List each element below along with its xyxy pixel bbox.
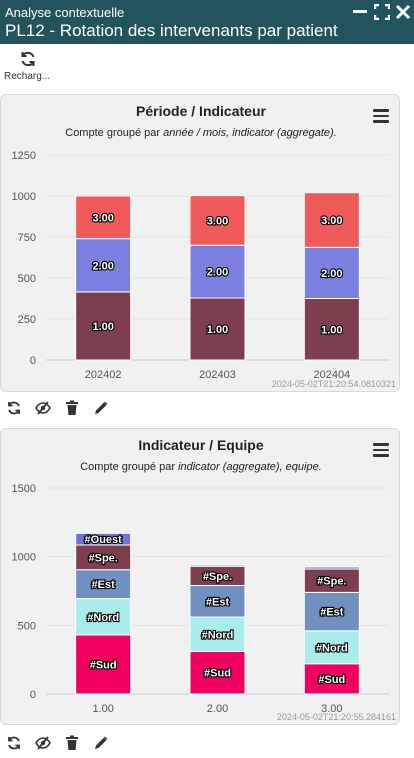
data-label: 2.00 — [207, 267, 228, 279]
data-label: #Sud — [318, 674, 345, 686]
y-tick-label: 1250 — [12, 150, 36, 162]
bar-segment[interactable] — [303, 298, 360, 361]
data-label: #Sud — [204, 668, 231, 680]
bar-segment[interactable] — [303, 246, 360, 299]
reload-icon — [21, 51, 35, 67]
data-label: #Spe. — [203, 571, 232, 583]
bar-segment[interactable] — [75, 598, 132, 636]
close-icon[interactable] — [395, 4, 411, 20]
bar-segment[interactable] — [303, 591, 360, 632]
bar-segment[interactable] — [303, 663, 360, 695]
bar-segment[interactable] — [75, 634, 132, 695]
bar-segment[interactable] — [189, 564, 246, 567]
data-label: 3.00 — [321, 215, 342, 227]
bar-segment[interactable] — [189, 244, 246, 299]
x-tick-label: 3.00 — [321, 703, 342, 715]
bar-segment[interactable] — [75, 532, 132, 546]
y-tick-label: 0 — [30, 355, 36, 367]
bar-segment[interactable] — [75, 544, 132, 571]
y-tick-label: 250 — [18, 314, 36, 326]
y-tick-label: 1000 — [12, 552, 36, 564]
y-tick-label: 500 — [18, 620, 36, 632]
chart-actions — [0, 400, 140, 420]
data-label: 2.00 — [92, 260, 113, 272]
chart-subtitle: Compte groupé par année / mois, indicato… — [65, 127, 337, 139]
y-tick-label: 1500 — [12, 483, 36, 495]
y-tick-label: 500 — [18, 273, 36, 285]
bar-segment[interactable] — [189, 195, 246, 246]
hide-icon[interactable] — [35, 400, 51, 416]
data-label: 3.00 — [92, 212, 113, 224]
chart-timestamp: 2024-05-02T21:20:55.284161 — [276, 712, 396, 722]
x-tick-label: 202402 — [85, 369, 122, 381]
reload-button[interactable]: Recharg... — [3, 50, 53, 90]
data-label: #Nord — [316, 642, 348, 654]
bar-segment[interactable] — [303, 566, 360, 570]
bar-segment[interactable] — [75, 291, 132, 361]
bar-segment[interactable] — [303, 192, 360, 248]
data-label: 1.00 — [321, 324, 342, 336]
chart-panel-equipe: 0 500 1000 1500 #Sud #Nord #Est #Spe. #Ouest 1.00… — [0, 428, 400, 725]
data-label: #Est — [320, 607, 344, 619]
chart-periode-indicateur: 0 250 500 750 1000 1250 1.00 2.00 3.00 202402 1.00… — [12, 150, 389, 381]
data-label: 2.00 — [321, 268, 342, 280]
data-label: #Spe. — [88, 552, 117, 564]
title-bar: Analyse contextuelle PL12 - Rotation des… — [0, 0, 414, 44]
chart-timestamp: 2024-05-02T21:20:54.0810321 — [271, 379, 396, 389]
delete-icon[interactable] — [64, 400, 80, 416]
data-label: 1.00 — [207, 324, 228, 336]
toolbar: Recharg... — [0, 44, 414, 92]
y-tick-label: 750 — [18, 232, 36, 244]
bar-segment[interactable] — [75, 195, 132, 240]
data-label: 3.00 — [207, 215, 228, 227]
data-label: #Nord — [202, 629, 234, 641]
bar-segment[interactable] — [75, 238, 132, 293]
x-tick-label: 202403 — [199, 369, 236, 381]
bar-segment[interactable] — [189, 650, 246, 695]
refresh-icon[interactable] — [6, 735, 22, 751]
chart-actions — [0, 735, 140, 755]
data-label: #Spe. — [317, 576, 346, 588]
delete-icon[interactable] — [64, 735, 80, 751]
maximize-icon[interactable] — [374, 4, 390, 20]
window-subtitle: Analyse contextuelle — [5, 5, 125, 20]
edit-icon[interactable] — [93, 735, 109, 751]
chart-panel-periode: 0 250 500 750 1000 1250 1.00 2.00 3.00 202402 1.00… — [0, 94, 400, 392]
data-label: #Ouest — [85, 534, 123, 546]
edit-icon[interactable] — [93, 400, 109, 416]
y-tick-label: 1000 — [12, 191, 36, 203]
data-label: 1.00 — [92, 321, 113, 333]
y-tick-label: 0 — [30, 689, 36, 701]
chart-title: Période / Indicateur — [136, 103, 266, 119]
data-label: #Nord — [87, 612, 119, 624]
bar-segment[interactable] — [75, 569, 132, 600]
minimize-icon[interactable] — [352, 4, 368, 20]
data-label: #Est — [92, 579, 116, 591]
bar-segment[interactable] — [189, 616, 246, 652]
window-title: PL12 - Rotation des intervenants par pat… — [5, 21, 338, 40]
reload-label: Recharg... — [4, 71, 51, 82]
bar-segment[interactable] — [303, 630, 360, 665]
data-label: #Est — [206, 596, 230, 608]
x-tick-label: 1.00 — [92, 703, 113, 715]
refresh-icon[interactable] — [6, 400, 22, 416]
x-tick-label: 2.00 — [207, 703, 228, 715]
chart-menu-button[interactable] — [373, 443, 389, 457]
chart-menu-button[interactable] — [373, 109, 389, 123]
chart-title: Indicateur / Equipe — [138, 437, 264, 453]
data-label: #Sud — [90, 659, 117, 671]
x-tick-label: 202404 — [313, 369, 350, 381]
hide-icon[interactable] — [35, 735, 51, 751]
chart-indicateur-equipe: 0 500 1000 1500 #Sud #Nord #Est #Spe. #Ouest 1.00… — [12, 483, 389, 715]
chart-subtitle: Compte groupé par indicator (aggregate),… — [80, 461, 322, 473]
